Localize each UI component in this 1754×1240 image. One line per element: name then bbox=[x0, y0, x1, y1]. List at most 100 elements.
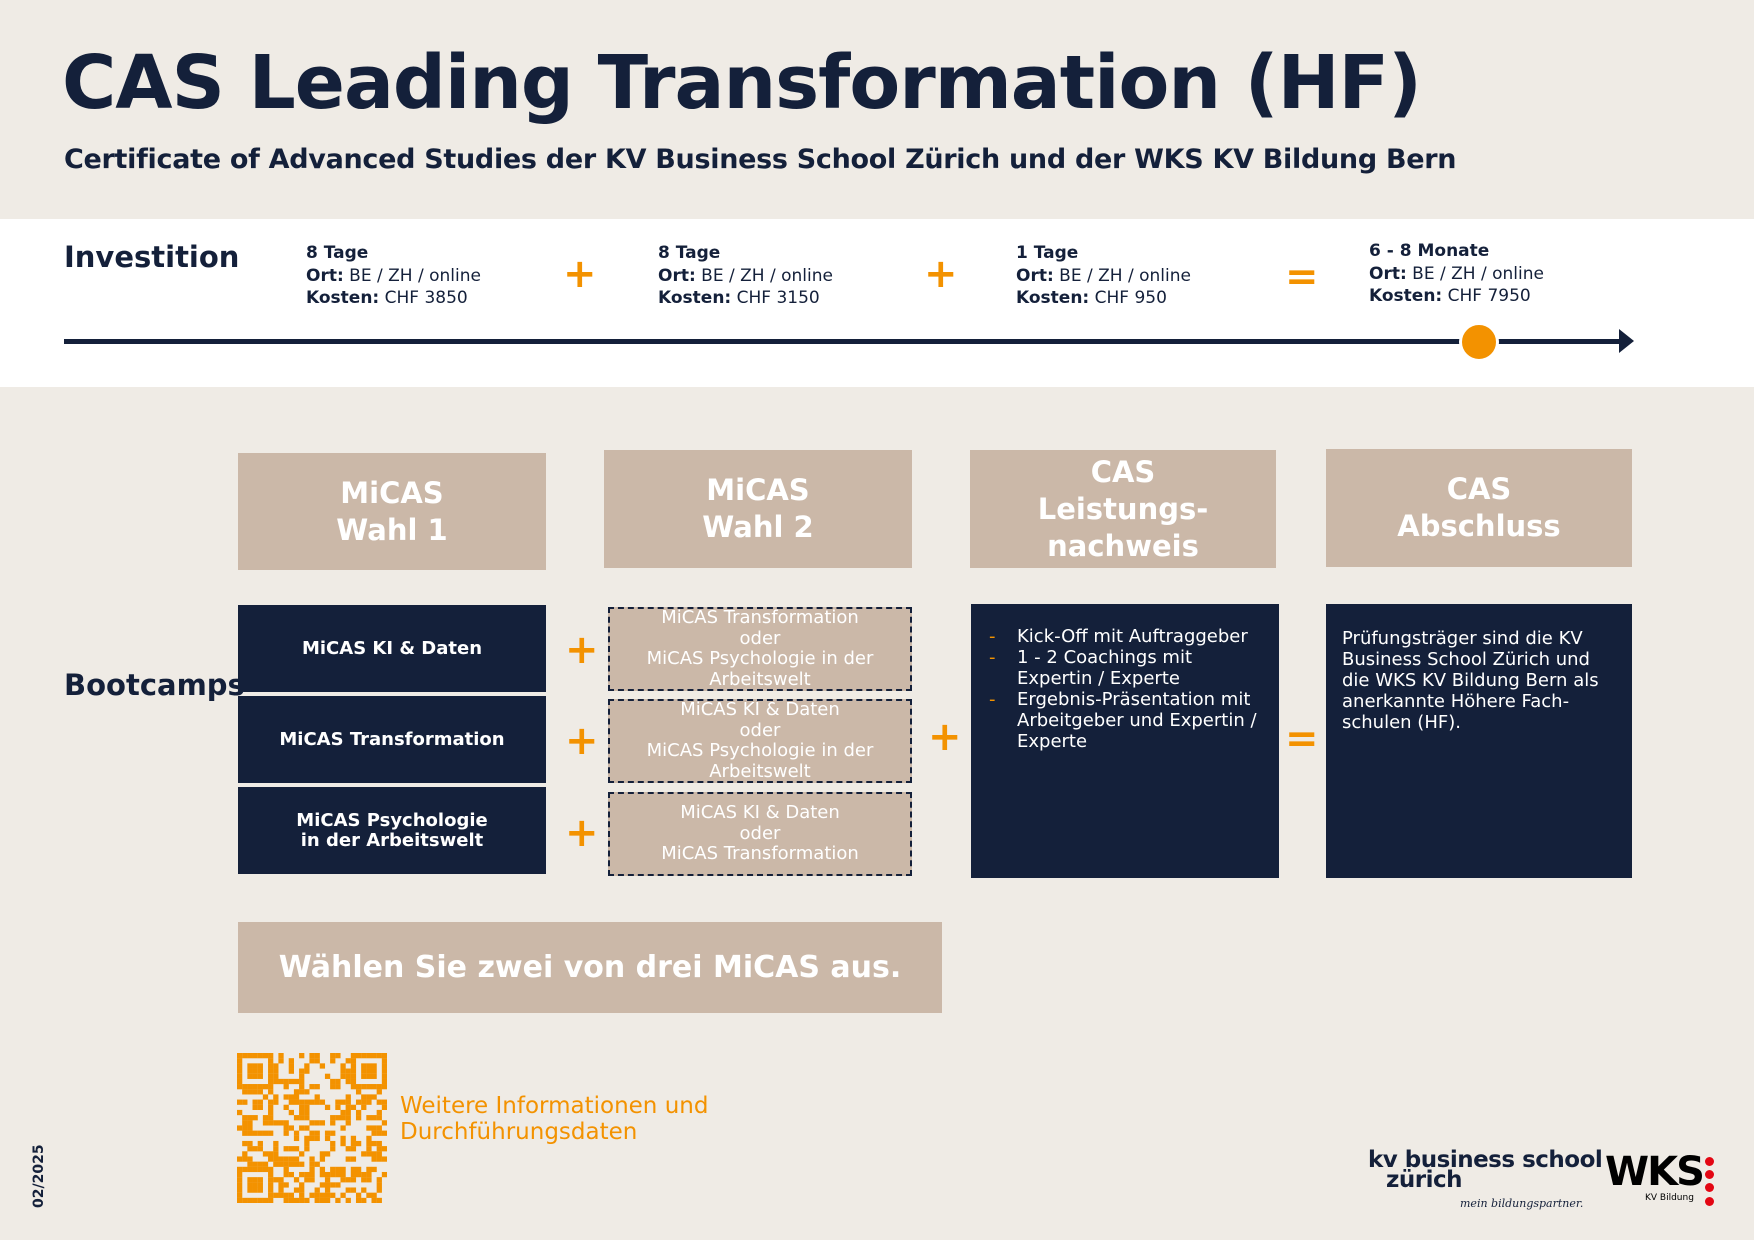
arrow-right-icon bbox=[1619, 329, 1634, 353]
oder-label: oder bbox=[739, 822, 781, 844]
column-header-wahl1: MiCAS Wahl 1 bbox=[238, 453, 546, 570]
list-item: - Ergebnis-Präsentation mit Arbeitgeber u… bbox=[989, 689, 1263, 752]
logo-dot bbox=[1705, 1183, 1714, 1192]
abschluss-text: Prüfungsträger sind die KV Business Scho… bbox=[1342, 628, 1599, 733]
list-item-text: 1 - 2 Coachings mit Expertin / Experte bbox=[1017, 647, 1193, 689]
logo-dot bbox=[1705, 1197, 1714, 1206]
bullet: - bbox=[989, 647, 996, 668]
kosten: CHF 7950 bbox=[1447, 286, 1531, 306]
header-line: MiCAS bbox=[706, 473, 810, 507]
leistungsnachweis-box: - Kick-Off mit Auftraggeber -1 - 2 Coachi… bbox=[971, 604, 1279, 878]
ort: BE / ZH / online bbox=[701, 265, 833, 286]
duration: 8 Tage bbox=[306, 243, 369, 263]
bullet: - bbox=[989, 626, 996, 647]
investition-total: 6 - 8 Monate Ort: BE / ZH / online Koste… bbox=[1369, 240, 1544, 308]
more-info-link[interactable]: Weitere Informationen und Durchführungsd… bbox=[400, 1093, 708, 1145]
kosten: CHF 3150 bbox=[736, 288, 820, 308]
more-info-line: Weitere Informationen und bbox=[400, 1093, 709, 1119]
oder-label: oder bbox=[739, 719, 781, 741]
logo-subtext: KV Bildung bbox=[1645, 1193, 1694, 1203]
list-item: - Kick-Off mit Auftraggeber bbox=[989, 626, 1263, 647]
header-line: nachweis bbox=[1047, 528, 1199, 563]
oder-label: oder bbox=[739, 627, 781, 649]
edition-date: 02/2025 bbox=[31, 1144, 47, 1208]
plus-icon: + bbox=[565, 718, 599, 764]
bootcamp-label: MiCAS Transformation bbox=[279, 728, 505, 750]
qr-code-icon[interactable] bbox=[237, 1053, 387, 1203]
logo-tagline: mein bildungspartner. bbox=[1460, 1197, 1584, 1210]
page-subtitle: Certificate of Advanced Studies der KV B… bbox=[64, 144, 1457, 175]
selection-note: Wählen Sie zwei von drei MiCAS aus. bbox=[238, 922, 942, 1013]
ort: BE / ZH / online bbox=[1412, 263, 1544, 284]
kosten-label: Kosten: bbox=[658, 288, 732, 308]
ort: BE / ZH / online bbox=[349, 265, 481, 286]
header-line: Abschluss bbox=[1397, 509, 1561, 543]
bootcamp-label: in der Arbeitswelt bbox=[300, 829, 484, 851]
bootcamp-label: MiCAS KI & Daten bbox=[301, 637, 483, 659]
bootcamps-label: Bootcamps bbox=[64, 668, 245, 702]
ort: BE / ZH / online bbox=[1059, 265, 1191, 286]
ort-label: Ort: bbox=[658, 265, 696, 286]
header-line: Wahl 2 bbox=[702, 510, 814, 544]
investition-item: 8 Tage Ort: BE / ZH / online Kosten: CHF… bbox=[306, 242, 481, 310]
ort-label: Ort: bbox=[306, 265, 344, 286]
kv-business-school-logo: kv business school zürich mein bildungsp… bbox=[1368, 1147, 1603, 1214]
investition-item: 1 Tage Ort: BE / ZH / online Kosten: CHF… bbox=[1016, 242, 1191, 310]
plus-icon: + bbox=[924, 251, 958, 297]
page-title: CAS Leading Transformation (HF) bbox=[62, 40, 1422, 126]
plus-icon: + bbox=[565, 810, 599, 856]
header-line: CAS bbox=[1446, 472, 1512, 506]
timeline-line bbox=[64, 339, 1624, 344]
duration: 1 Tage bbox=[1016, 243, 1079, 263]
plus-icon: + bbox=[928, 714, 962, 760]
header-line: CAS bbox=[1090, 454, 1156, 489]
abschluss-box: Prüfungsträger sind die KV Business Scho… bbox=[1326, 604, 1632, 878]
header-line: MiCAS bbox=[340, 475, 444, 510]
investition-label: Investition bbox=[64, 240, 240, 274]
bootcamp-wahl2-option: MiCAS KI & Daten oder MiCAS Transformation bbox=[608, 792, 912, 876]
bootcamp-wahl2-option: MiCAS Transformation oder MiCAS Psychologi… bbox=[608, 607, 912, 691]
more-info-line: Durchführungsdaten bbox=[400, 1119, 638, 1145]
column-header-abschluss: CAS Abschluss bbox=[1326, 449, 1632, 567]
kosten-label: Kosten: bbox=[1369, 286, 1443, 306]
plus-icon: + bbox=[563, 251, 597, 297]
logo-text: WKS bbox=[1605, 1149, 1705, 1195]
bootcamp-label: MiCAS Psychologie bbox=[296, 809, 488, 831]
logo-text: kv business school bbox=[1368, 1147, 1603, 1173]
list-item-text: Ergebnis-Präsentation mit Arbeitgeber un… bbox=[1017, 689, 1257, 752]
duration: 6 - 8 Monate bbox=[1369, 241, 1490, 261]
option-a: MiCAS KI & Daten bbox=[680, 802, 840, 824]
option-a: MiCAS Transformation bbox=[661, 607, 859, 628]
option-b: MiCAS Transformation bbox=[661, 843, 859, 865]
option-a: MiCAS KI & Daten bbox=[680, 699, 840, 720]
option-b: MiCAS Psychologie in der Arbeitswelt bbox=[646, 740, 874, 782]
header-line: Leistungs- bbox=[1037, 491, 1209, 526]
timeline-marker bbox=[1459, 322, 1499, 362]
investition-band bbox=[0, 219, 1754, 387]
kosten: CHF 3850 bbox=[384, 288, 468, 308]
ort-label: Ort: bbox=[1016, 265, 1054, 286]
kosten-label: Kosten: bbox=[306, 288, 380, 308]
column-header-wahl2: MiCAS Wahl 2 bbox=[604, 450, 912, 568]
equals-icon: = bbox=[1285, 254, 1319, 300]
column-header-leistungsnachweis: CAS Leistungs-nachweis bbox=[970, 450, 1276, 568]
logo-text: zürich bbox=[1386, 1167, 1463, 1193]
kosten-label: Kosten: bbox=[1016, 288, 1090, 308]
duration: 8 Tage bbox=[658, 243, 721, 263]
bullet: - bbox=[989, 689, 996, 710]
list-item-text: Kick-Off mit Auftraggeber bbox=[1017, 626, 1248, 647]
wks-logo: WKS KV Bildung bbox=[1605, 1149, 1714, 1206]
logo-dot bbox=[1705, 1157, 1714, 1166]
ort-label: Ort: bbox=[1369, 263, 1407, 284]
bootcamp-wahl1-transformation: MiCAS Transformation bbox=[238, 696, 546, 783]
investition-item: 8 Tage Ort: BE / ZH / online Kosten: CHF… bbox=[658, 242, 833, 310]
list-item: -1 - 2 Coachings mit Expertin / Experte bbox=[989, 647, 1263, 689]
bootcamp-wahl1-ki-daten: MiCAS KI & Daten bbox=[238, 605, 546, 692]
plus-icon: + bbox=[565, 627, 599, 673]
equals-icon: = bbox=[1285, 716, 1319, 762]
kosten: CHF 950 bbox=[1094, 288, 1167, 308]
header-line: Wahl 1 bbox=[336, 512, 448, 547]
logo-dot bbox=[1705, 1170, 1714, 1179]
bootcamp-wahl1-psychologie: MiCAS Psychologie in der Arbeitswelt bbox=[238, 787, 546, 874]
bootcamp-wahl2-option: MiCAS KI & Daten oder MiCAS Psychologie in… bbox=[608, 699, 912, 783]
